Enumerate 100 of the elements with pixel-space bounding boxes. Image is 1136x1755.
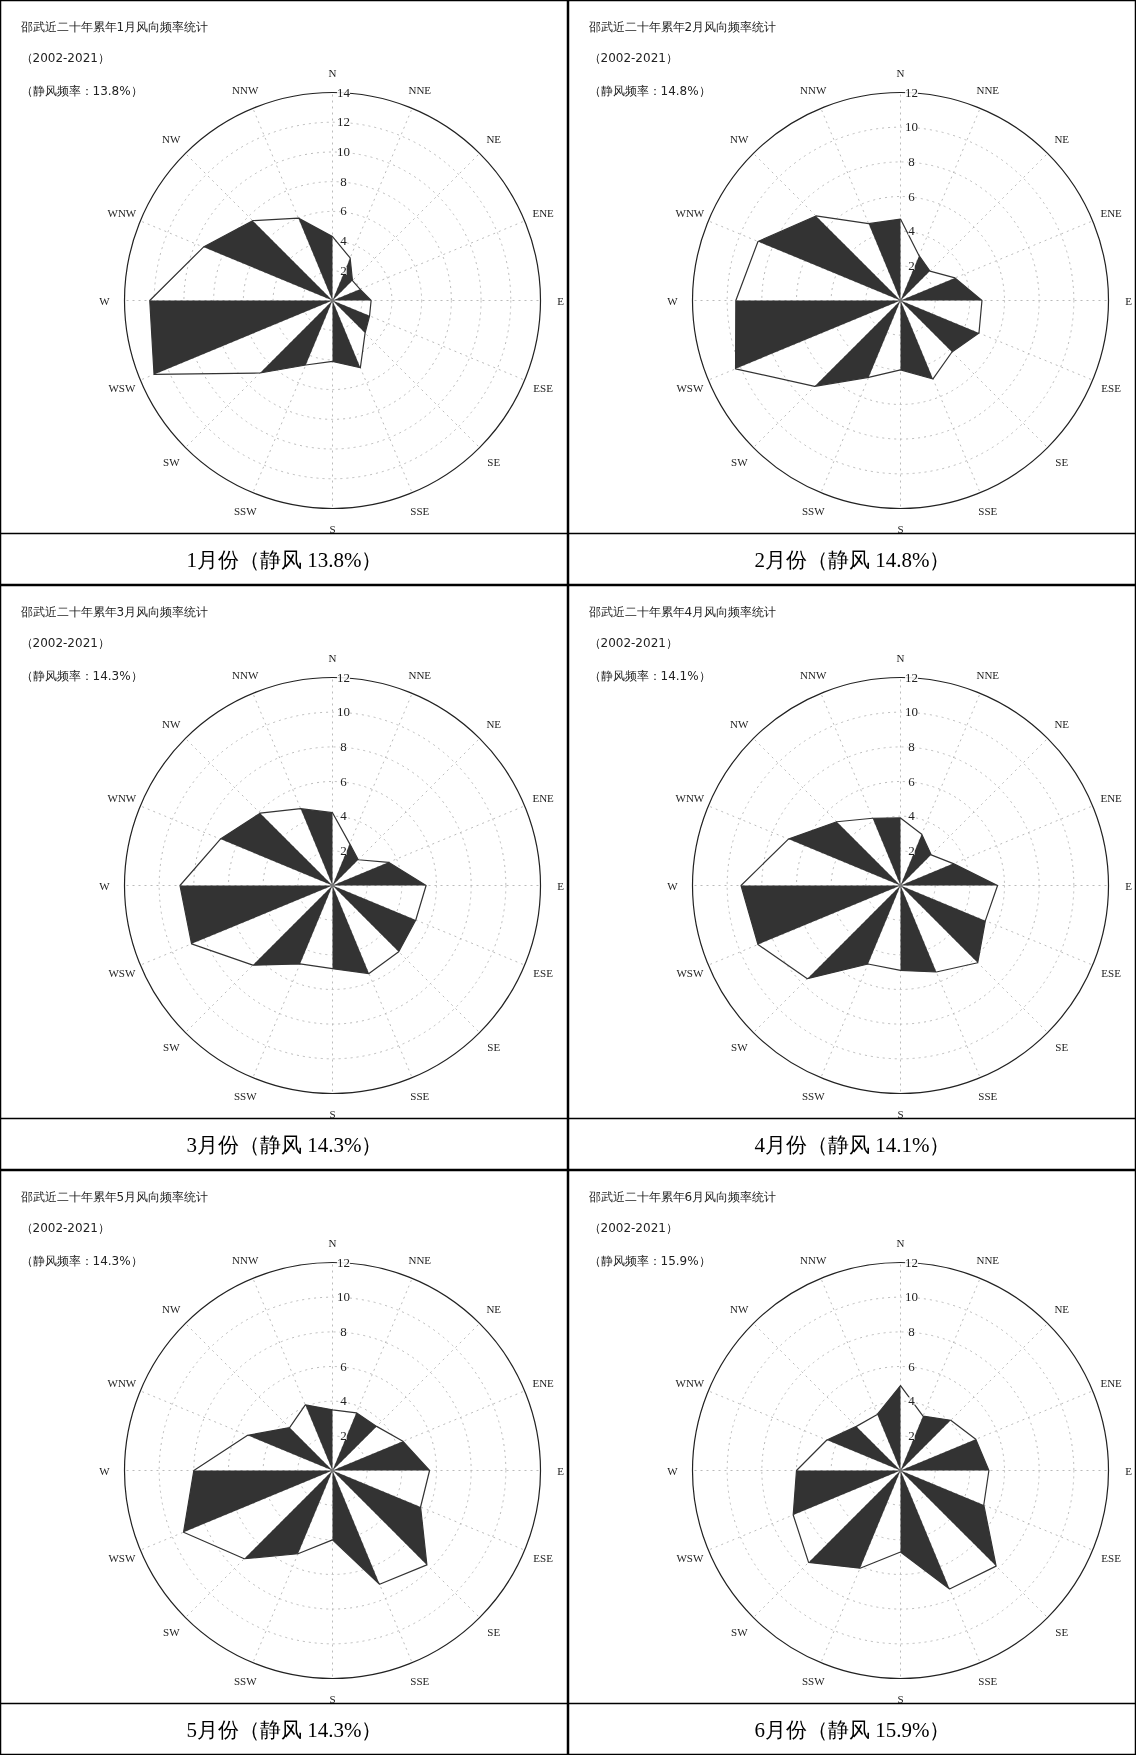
- text: 4月份（静风 14.1%）: [754, 1132, 951, 1157]
- spoke-label: N: [896, 66, 905, 79]
- spoke-label: NW: [730, 133, 750, 146]
- spoke-label: ENE: [1100, 207, 1123, 220]
- spoke-label: SE: [1055, 1040, 1069, 1053]
- spoke-label: W: [667, 1464, 679, 1477]
- y-tick-label: 12: [337, 1254, 350, 1270]
- chart-subtitle: （2002-2021）: [20, 1220, 110, 1235]
- spoke-label: WSW: [676, 966, 704, 979]
- chart-subtitle: （2002-2021）: [588, 50, 678, 65]
- spoke-label: WSW: [108, 1551, 136, 1564]
- y-tick-label: 4: [340, 233, 348, 249]
- text: 3月份（静风 14.3%）: [186, 1132, 383, 1157]
- spoke-label: W: [667, 879, 679, 892]
- spoke-label: ENE: [1100, 792, 1123, 805]
- spoke-label: SE: [487, 455, 501, 468]
- spoke-label: WNW: [675, 1377, 705, 1390]
- spoke-label: WSW: [108, 966, 136, 979]
- text: （静风频率：14.8%）: [588, 83, 711, 98]
- text: 5月份（静风 14.3%）: [186, 1717, 383, 1742]
- spoke-label: SSW: [801, 1090, 826, 1103]
- spoke-label: W: [99, 879, 111, 892]
- spoke-label: SSW: [801, 1675, 826, 1688]
- y-tick-label: 8: [340, 1323, 347, 1339]
- spoke-label: NNW: [800, 1253, 827, 1266]
- text: （静风频率：15.9%）: [588, 1253, 711, 1268]
- spoke-label: ESE: [533, 1551, 554, 1564]
- chart-subtitle: （2002-2021）: [588, 635, 678, 650]
- spoke-label: ESE: [533, 966, 554, 979]
- spoke-label: S: [329, 1692, 336, 1705]
- spoke-label: ESE: [1101, 381, 1122, 394]
- y-tick-label: 8: [340, 738, 347, 754]
- spoke-label: ESE: [1101, 1551, 1122, 1564]
- spoke-label: NNW: [800, 83, 827, 96]
- y-tick-label: 10: [337, 143, 350, 159]
- chart-subtitle: （2002-2021）: [20, 635, 110, 650]
- spoke-label: SW: [163, 1625, 181, 1638]
- spoke-label: NNE: [976, 1253, 1000, 1266]
- spoke-label: NW: [730, 718, 750, 731]
- y-tick-label: 14: [337, 84, 351, 100]
- spoke-label: SSW: [233, 1090, 258, 1103]
- spoke-label: ENE: [532, 1377, 555, 1390]
- chart-title: 邵武近二十年累年3月风向频率统计: [20, 604, 209, 619]
- y-tick-label: 8: [340, 173, 347, 189]
- y-tick-label: 12: [337, 114, 350, 130]
- spoke-label: NW: [162, 718, 182, 731]
- spoke-label: WSW: [108, 381, 136, 394]
- spoke-label: NE: [1054, 133, 1070, 146]
- y-tick-label: 6: [340, 1358, 348, 1374]
- spoke-label: NE: [1054, 718, 1070, 731]
- spoke-label: SSE: [978, 1090, 998, 1103]
- y-tick-label: 8: [908, 153, 915, 169]
- spoke-label: WNW: [107, 1377, 137, 1390]
- chart-title: 邵武近二十年累年2月风向频率统计: [588, 19, 777, 34]
- spoke-label: SSE: [410, 505, 430, 518]
- chart-title: 邵武近二十年累年6月风向频率统计: [588, 1189, 777, 1204]
- spoke-label: SE: [1055, 1625, 1069, 1638]
- spoke-label: W: [99, 294, 111, 307]
- spoke-label: E: [557, 879, 565, 892]
- spoke-label: WNW: [675, 207, 705, 220]
- chart-subtitle: （2002-2021）: [588, 1220, 678, 1235]
- spoke-label: SSW: [233, 505, 258, 518]
- y-tick-label: 10: [905, 119, 918, 135]
- spoke-label: S: [329, 522, 336, 535]
- spoke-label: NE: [486, 718, 502, 731]
- text: 2月份（静风 14.8%）: [754, 547, 951, 572]
- y-tick-label: 8: [908, 738, 915, 754]
- spoke-label: NW: [162, 1303, 182, 1316]
- spoke-label: NW: [162, 133, 182, 146]
- text: 1月份（静风 13.8%）: [186, 547, 383, 572]
- spoke-label: NE: [486, 1303, 502, 1316]
- spoke-label: SE: [1055, 455, 1069, 468]
- spoke-label: SW: [731, 455, 749, 468]
- y-tick-label: 12: [905, 669, 918, 685]
- spoke-label: ESE: [1101, 966, 1122, 979]
- spoke-label: ENE: [1100, 1377, 1123, 1390]
- text: （静风频率：13.8%）: [20, 83, 143, 98]
- spoke-label: SSE: [978, 505, 998, 518]
- spoke-label: ENE: [532, 792, 555, 805]
- spoke-label: S: [329, 1107, 336, 1120]
- spoke-label: N: [328, 66, 337, 79]
- chart-title: 邵武近二十年累年1月风向频率统计: [20, 19, 209, 34]
- spoke-label: N: [328, 651, 337, 664]
- y-tick-label: 6: [908, 1358, 916, 1374]
- spoke-label: SE: [487, 1040, 501, 1053]
- y-tick-label: 10: [337, 1289, 350, 1305]
- spoke-label: SW: [163, 455, 181, 468]
- spoke-label: WSW: [676, 1551, 704, 1564]
- y-tick-label: 6: [340, 203, 348, 219]
- spoke-label: NE: [1054, 1303, 1070, 1316]
- y-tick-label: 10: [905, 1289, 918, 1305]
- spoke-label: SW: [163, 1040, 181, 1053]
- spoke-label: E: [557, 1464, 565, 1477]
- spoke-label: ENE: [532, 207, 555, 220]
- spoke-label: WNW: [107, 792, 137, 805]
- spoke-label: NNW: [232, 83, 259, 96]
- spoke-label: WNW: [675, 792, 705, 805]
- spoke-label: NNW: [800, 668, 827, 681]
- spoke-label: NW: [730, 1303, 750, 1316]
- spoke-label: NNE: [976, 668, 1000, 681]
